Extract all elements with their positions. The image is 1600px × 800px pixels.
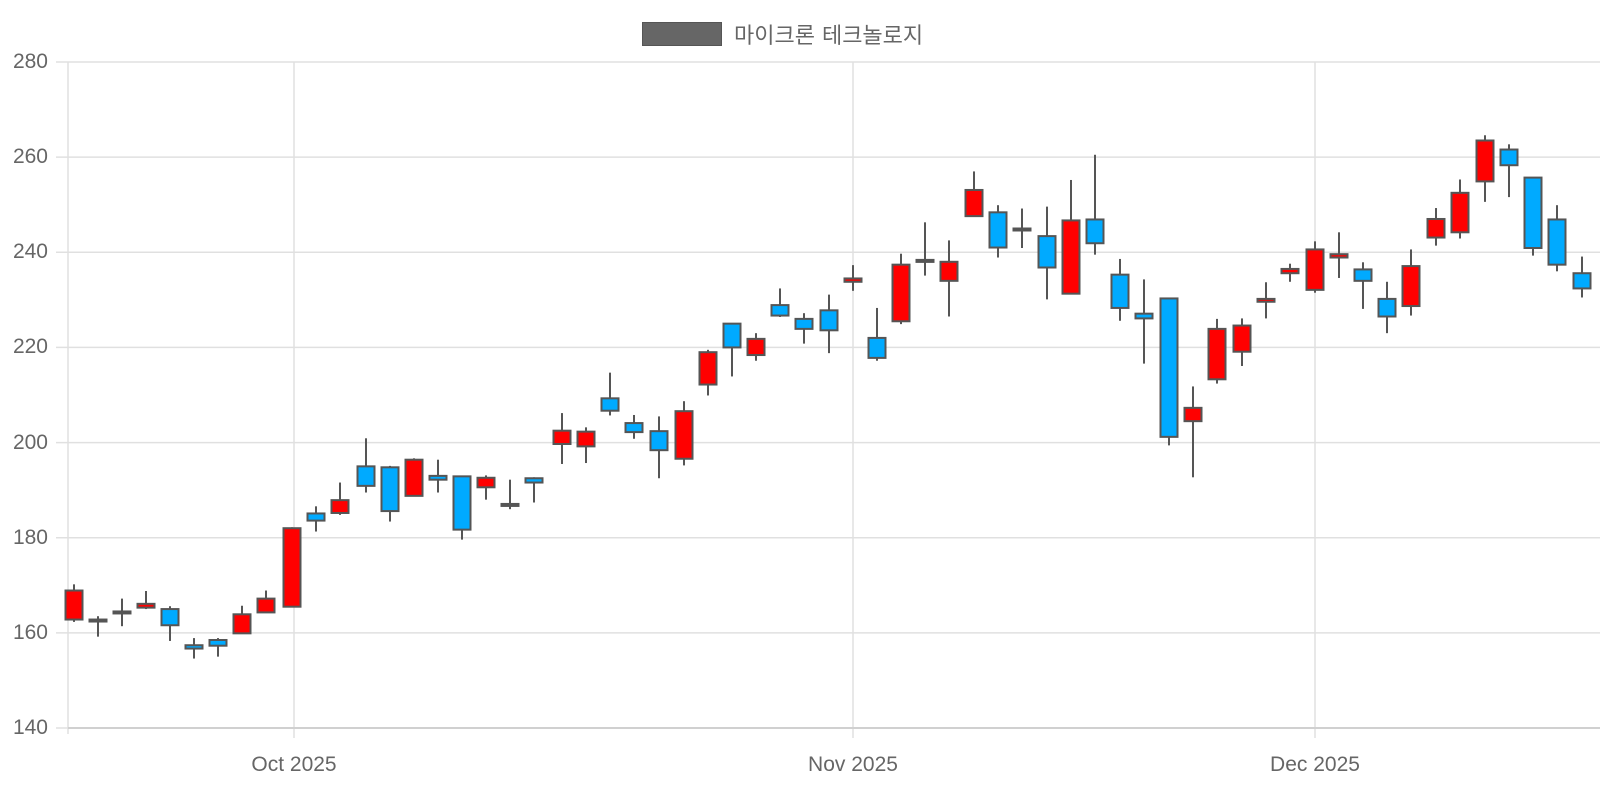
candle[interactable] <box>356 438 376 493</box>
candle[interactable] <box>306 506 326 532</box>
candle[interactable] <box>1450 179 1470 239</box>
candle[interactable] <box>160 606 180 641</box>
y-tick-label: 240 <box>12 240 48 264</box>
candle[interactable] <box>891 253 911 325</box>
candle[interactable] <box>1012 208 1032 249</box>
candle[interactable] <box>939 240 959 317</box>
candle[interactable] <box>428 459 448 493</box>
candle[interactable] <box>1572 256 1592 298</box>
candle[interactable] <box>1523 176 1543 256</box>
candle[interactable] <box>964 171 984 218</box>
y-tick-label: 220 <box>12 335 48 359</box>
candle[interactable] <box>552 413 572 464</box>
candle[interactable] <box>1134 279 1154 364</box>
y-tick-label: 260 <box>12 145 48 169</box>
candle[interactable] <box>1426 208 1446 246</box>
y-tick-label: 140 <box>12 716 48 739</box>
candle[interactable] <box>1280 263 1300 282</box>
candle[interactable] <box>746 333 766 361</box>
candle[interactable] <box>282 527 302 608</box>
candle[interactable] <box>1183 386 1203 478</box>
y-tick-label: 280 <box>12 50 48 73</box>
candle[interactable] <box>330 482 350 515</box>
candle[interactable] <box>1329 232 1349 278</box>
y-tick-label: 200 <box>12 430 48 454</box>
candle[interactable] <box>722 322 742 377</box>
candle[interactable] <box>1305 241 1325 293</box>
candle[interactable] <box>1037 206 1057 300</box>
candle[interactable] <box>600 372 620 416</box>
candle[interactable] <box>1353 262 1373 309</box>
y-tick-label: 160 <box>12 620 48 644</box>
candle[interactable] <box>1085 154 1105 255</box>
candle[interactable] <box>1547 205 1567 272</box>
candle[interactable] <box>1232 318 1252 366</box>
x-tick-label: Nov 2025 <box>808 753 898 776</box>
candle[interactable] <box>1256 282 1276 319</box>
candles <box>64 135 1592 659</box>
candle[interactable] <box>500 479 520 510</box>
candle[interactable] <box>576 427 596 464</box>
candle[interactable] <box>1207 318 1227 384</box>
candle[interactable] <box>674 401 694 466</box>
candle[interactable] <box>698 349 718 396</box>
candle[interactable] <box>794 313 814 344</box>
candle[interactable] <box>649 416 669 479</box>
candle[interactable] <box>112 598 132 627</box>
candle[interactable] <box>1061 179 1081 295</box>
candle[interactable] <box>232 605 252 635</box>
candle[interactable] <box>136 590 156 610</box>
candle[interactable] <box>1499 144 1519 198</box>
x-tick-label: Dec 2025 <box>1270 753 1360 776</box>
candle[interactable] <box>64 584 84 622</box>
candle[interactable] <box>208 638 228 657</box>
candle[interactable] <box>867 307 887 361</box>
candle[interactable] <box>452 475 472 540</box>
candle[interactable] <box>1377 281 1397 334</box>
candle[interactable] <box>184 638 204 659</box>
candle[interactable] <box>476 475 496 500</box>
candle[interactable] <box>624 414 644 439</box>
candle[interactable] <box>988 205 1008 258</box>
candle[interactable] <box>380 465 400 522</box>
candle[interactable] <box>770 288 790 317</box>
legend-label: 마이크론 테크놀로지 <box>734 24 924 49</box>
candle[interactable] <box>843 265 863 291</box>
candle[interactable] <box>915 222 935 276</box>
candle[interactable] <box>256 590 276 614</box>
candle[interactable] <box>88 616 108 637</box>
legend[interactable]: 마이크론 테크놀로지 <box>642 18 923 50</box>
x-tick-label: Oct 2025 <box>251 753 337 776</box>
candle[interactable] <box>1475 135 1495 202</box>
grid-lines <box>56 61 1600 738</box>
candle[interactable] <box>1159 297 1179 446</box>
legend-swatch <box>642 22 722 46</box>
candle[interactable] <box>819 294 839 354</box>
candle[interactable] <box>1110 258 1130 321</box>
candle[interactable] <box>524 477 544 503</box>
y-tick-label: 180 <box>12 525 48 549</box>
candle[interactable] <box>404 458 424 497</box>
candle[interactable] <box>1401 249 1421 316</box>
